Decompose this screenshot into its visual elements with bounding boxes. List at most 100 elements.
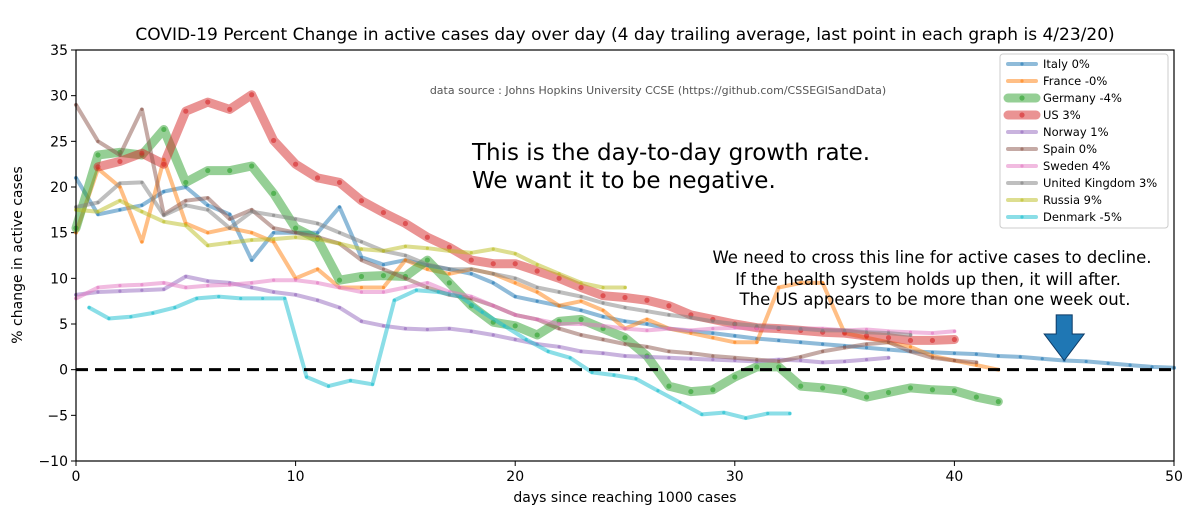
data-point-germany [666, 383, 672, 389]
data-point-russia [140, 210, 144, 214]
data-point-spain [689, 351, 693, 355]
data-point-italy [1150, 365, 1154, 369]
data-point-france [579, 299, 583, 303]
data-point-us [358, 198, 365, 204]
source-note: data source : Johns Hopkins University C… [430, 84, 886, 97]
data-point-united [689, 316, 693, 320]
annotation-line-1: We need to cross this line for active ca… [712, 248, 1151, 267]
data-point-italy [1018, 355, 1022, 359]
y-tick-label: 30 [50, 89, 68, 105]
data-point-united [864, 330, 869, 334]
data-point-spain [96, 139, 100, 143]
data-point-russia [228, 241, 232, 245]
data-point-united [140, 180, 144, 185]
data-point-united [667, 313, 671, 317]
data-point-sweden [469, 295, 473, 299]
data-point-us [139, 150, 145, 156]
data-point-sweden [228, 283, 232, 287]
data-point-sweden [645, 328, 649, 332]
data-point-united [711, 319, 715, 323]
data-point-spain [908, 349, 913, 353]
data-point-norway [315, 298, 320, 302]
data-point-united [623, 305, 627, 310]
data-point-denmark [304, 375, 309, 379]
data-point-germany [336, 277, 343, 283]
data-point-sweden [733, 326, 737, 330]
data-point-united [447, 267, 451, 271]
data-point-france [557, 304, 561, 308]
data-point-us [336, 179, 343, 186]
chart-title: COVID-19 Percent Change in active cases … [135, 25, 1114, 45]
data-point-spain [864, 342, 869, 346]
data-point-united [272, 213, 276, 217]
data-point-russia [425, 246, 429, 250]
data-point-russia [513, 252, 517, 256]
data-point-italy [469, 272, 473, 276]
data-point-united [557, 290, 561, 294]
data-point-france [535, 290, 539, 294]
legend-item-italy: Italy 0% [1006, 57, 1090, 71]
data-point-spain [557, 326, 561, 331]
data-point-russia [315, 237, 320, 241]
plot-frame [75, 49, 1175, 462]
data-point-france [733, 340, 737, 344]
series-united [74, 180, 913, 337]
data-point-italy [821, 342, 825, 346]
data-point-russia [491, 247, 495, 251]
data-point-denmark [436, 290, 440, 294]
data-point-us [644, 297, 650, 303]
data-point-sweden [294, 278, 298, 282]
data-point-united [184, 203, 188, 207]
data-point-italy [250, 258, 254, 262]
data-point-sweden [337, 285, 342, 290]
data-point-italy [886, 347, 891, 352]
data-point-norway [118, 289, 122, 293]
data-point-italy [864, 346, 869, 350]
data-point-us [556, 275, 562, 281]
data-point-united [118, 181, 122, 185]
data-point-italy [535, 299, 539, 303]
data-point-spain [755, 358, 759, 362]
data-point-norway [272, 290, 276, 294]
data-point-united [755, 324, 759, 328]
data-point-france [645, 317, 649, 322]
data-point-spain [228, 217, 232, 221]
annotation-line: We need to cross this line for active ca… [712, 248, 1151, 309]
data-point-us [446, 244, 452, 250]
data-point-us [863, 333, 870, 339]
series-russia [74, 198, 627, 290]
data-point-denmark [173, 305, 177, 310]
data-point-germany [688, 388, 694, 395]
data-point-germany [732, 374, 738, 380]
data-point-germany [973, 394, 979, 400]
annotation-line-3: The US appears to be more than one week … [739, 290, 1131, 309]
data-point-norway [579, 349, 583, 353]
data-point-norway [184, 274, 188, 279]
data-point-russia [162, 220, 166, 224]
data-point-norway [381, 324, 386, 328]
data-point-united [821, 328, 825, 332]
data-point-germany [446, 280, 452, 286]
data-point-spain [667, 349, 671, 353]
data-point-germany [249, 163, 255, 169]
data-point-united [513, 276, 517, 280]
data-point-norway [843, 359, 847, 364]
data-point-norway [294, 293, 298, 297]
y-tick-label: 0 [59, 363, 68, 379]
data-point-germany [358, 273, 365, 280]
data-point-sweden [601, 324, 605, 328]
data-point-united [337, 231, 342, 235]
legend-label: Italy 0% [1043, 57, 1090, 71]
data-point-united [96, 200, 100, 205]
data-point-germany [205, 167, 211, 174]
data-point-france [908, 345, 913, 349]
data-point-united [359, 240, 364, 244]
y-tick-label: −5 [47, 408, 68, 424]
data-point-sweden [359, 290, 364, 294]
data-point-sweden [250, 281, 254, 285]
data-point-spain [403, 276, 407, 280]
data-point-denmark [217, 295, 221, 299]
data-point-germany [161, 126, 167, 133]
data-point-denmark [612, 373, 616, 377]
data-point-france [755, 340, 759, 344]
